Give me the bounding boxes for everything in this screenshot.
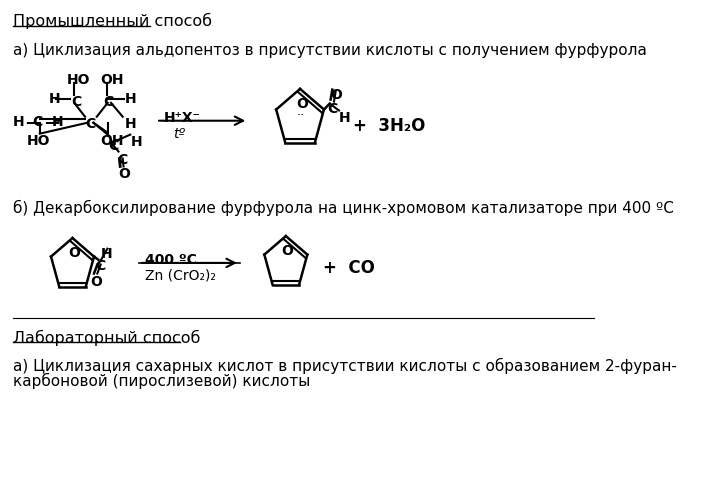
Text: HO: HO (66, 73, 90, 87)
Text: +  CO: + CO (323, 259, 375, 277)
Text: Промышленный способ: Промышленный способ (13, 13, 212, 30)
Text: H: H (51, 115, 64, 129)
Text: карбоновой (пирослизевой) кислоты: карбоновой (пирослизевой) кислоты (13, 373, 310, 389)
Text: —: — (44, 115, 59, 130)
Text: Zn (CrO₂)₂: Zn (CrO₂)₂ (145, 269, 216, 283)
Text: 400 ºC: 400 ºC (145, 253, 197, 267)
Text: а) Циклизация альдопентоз в присутствии кислоты с получением фурфурола: а) Циклизация альдопентоз в присутствии … (13, 43, 647, 58)
Text: ··: ·· (297, 109, 305, 122)
Text: H: H (125, 92, 137, 106)
Text: HO: HO (27, 134, 50, 148)
Text: H: H (100, 247, 113, 261)
Text: б) Декарбоксилирование фурфурола на цинк-хромовом катализаторе при 400 ºС: б) Декарбоксилирование фурфурола на цинк… (13, 200, 674, 216)
Text: —: — (25, 115, 40, 130)
Text: O: O (282, 244, 294, 258)
Text: OH: OH (100, 134, 123, 148)
Text: O: O (91, 275, 103, 288)
Text: C: C (71, 95, 81, 109)
Text: H: H (125, 117, 137, 131)
Text: C: C (117, 153, 127, 166)
Text: H: H (339, 112, 351, 125)
Text: H: H (13, 115, 25, 129)
Text: а) Циклизация сахарных кислот в присутствии кислоты с образованием 2-фуран-: а) Циклизация сахарных кислот в присутст… (13, 357, 677, 373)
Text: H: H (131, 135, 143, 149)
Text: O: O (296, 97, 308, 111)
Text: O: O (118, 167, 131, 181)
Text: tº: tº (173, 126, 185, 141)
Text: OH: OH (100, 73, 123, 87)
Text: Лабораторный способ: Лабораторный способ (13, 329, 201, 346)
Text: O: O (69, 246, 80, 260)
Text: C: C (85, 117, 95, 131)
Text: +  3H₂O: + 3H₂O (353, 117, 425, 135)
Text: O: O (331, 87, 342, 102)
Text: C: C (32, 115, 43, 129)
Text: C: C (327, 102, 337, 116)
Text: H: H (49, 92, 61, 106)
Text: C: C (108, 139, 118, 153)
Text: C: C (95, 258, 106, 273)
Text: H⁺X⁻: H⁺X⁻ (164, 111, 201, 125)
Text: C: C (103, 95, 113, 109)
